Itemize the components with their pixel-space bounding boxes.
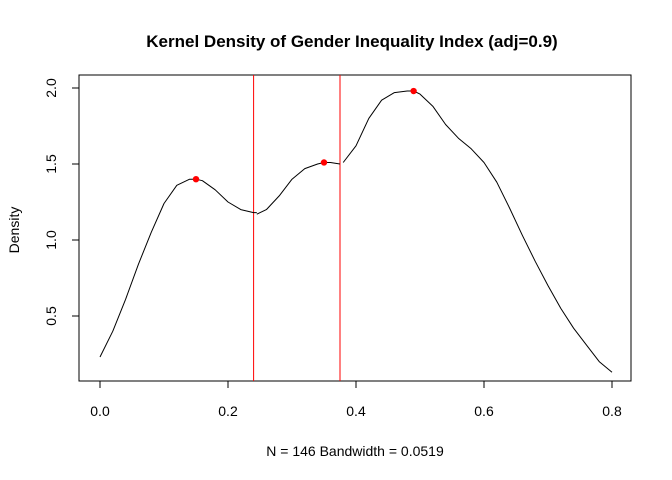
x-tick-label: 0.4	[346, 403, 366, 419]
reference-lines	[253, 75, 341, 381]
x-tick-label: 0.0	[90, 403, 110, 419]
chart-title: Kernel Density of Gender Inequality Inde…	[146, 32, 557, 51]
plot-frame	[78, 74, 632, 382]
y-tick-label: 1.5	[43, 154, 59, 174]
peak-point	[410, 87, 417, 95]
x-axis-label: N = 146 Bandwidth = 0.0519	[266, 443, 444, 459]
density-curve	[99, 90, 613, 373]
density-curve-segment	[99, 178, 257, 358]
peak-point	[320, 159, 328, 166]
x-tick-label: 0.2	[218, 403, 238, 419]
y-tick-label: 1.0	[43, 230, 59, 250]
y-axis-label: Density	[6, 207, 22, 254]
y-tick-label: 0.5	[43, 306, 59, 326]
density-curve-segment	[342, 90, 613, 373]
peak-point	[192, 176, 200, 183]
x-tick-label: 0.8	[602, 403, 622, 419]
x-axis-ticks: 0.0 0.2 0.4 0.6 0.8	[90, 381, 622, 419]
x-tick-label: 0.6	[474, 403, 494, 419]
peak-markers	[192, 87, 417, 183]
y-axis-ticks: 0.5 1.0 1.5 2.0	[43, 78, 79, 326]
y-tick-label: 2.0	[43, 78, 59, 98]
density-curve-segment	[256, 162, 341, 215]
